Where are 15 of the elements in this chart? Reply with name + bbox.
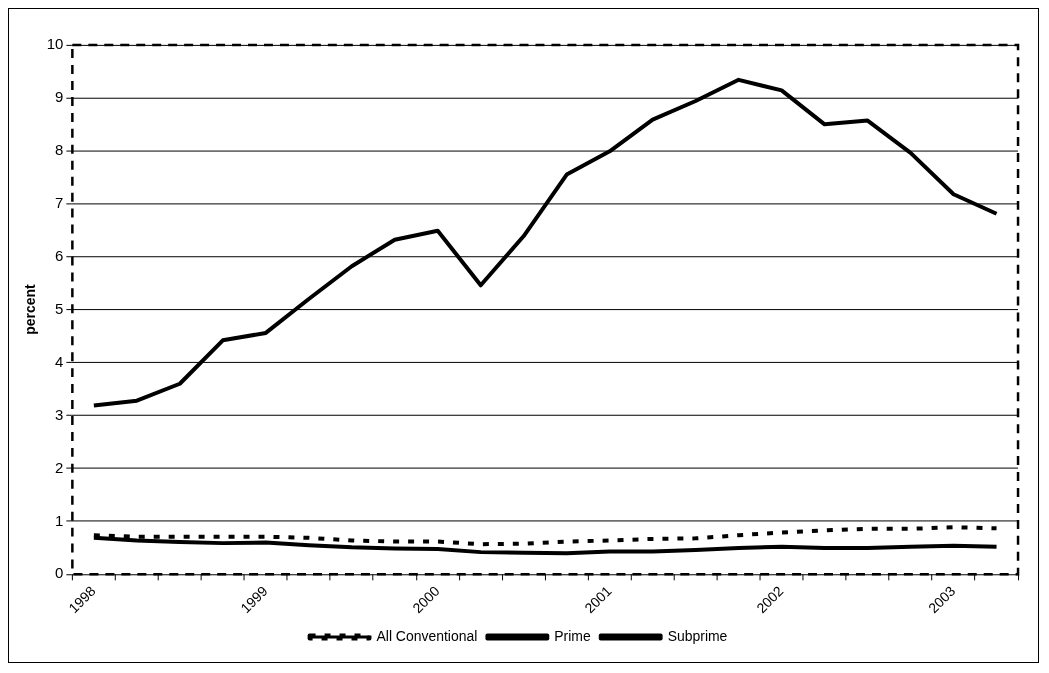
y-tick-label: 10 [46,35,64,53]
legend-label: Prime [554,627,591,644]
y-tick-label: 5 [55,299,64,317]
y-tick-label: 0 [55,564,64,582]
y-tick-label: 1 [55,511,64,529]
y-tick-label: 2 [55,458,64,476]
y-tick-label: 4 [55,352,64,370]
y-axis-title: percent [22,284,39,335]
y-tick-label: 9 [55,87,64,105]
y-tick-label: 3 [55,405,64,423]
y-tick-label: 7 [55,193,64,211]
y-tick-label: 6 [55,246,64,264]
legend-label: All Conventional [376,627,478,644]
legend-label: Subprime [667,627,728,644]
y-tick-label: 8 [55,140,64,158]
